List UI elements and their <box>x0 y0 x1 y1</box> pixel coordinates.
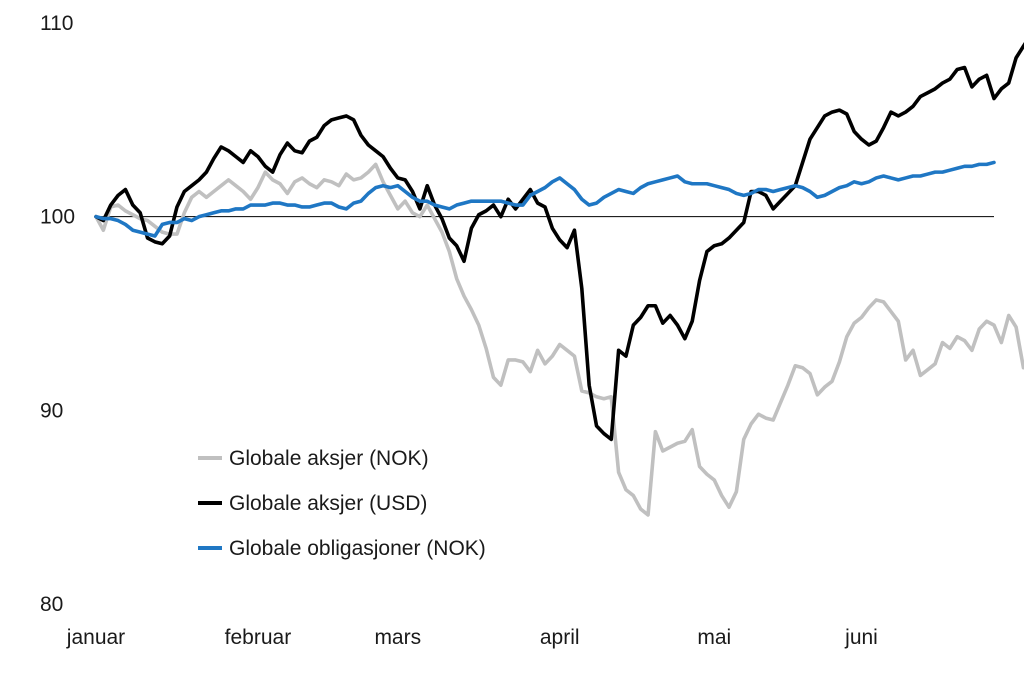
y-tick-label: 100 <box>40 206 75 229</box>
legend-label: Globale obligasjoner (NOK) <box>229 537 486 560</box>
series-line-3 <box>94 160 996 238</box>
series-layer <box>94 41 1024 517</box>
y-tick-label: 90 <box>40 399 63 422</box>
x-tick-label: januar <box>66 626 125 649</box>
x-tick-label: mars <box>374 626 421 649</box>
y-axis: 80 90 100 110 <box>40 12 75 616</box>
series-line-1 <box>94 162 1024 517</box>
legend: Globale aksjer (NOK) Globale aksjer (USD)… <box>198 447 486 560</box>
x-tick-label: februar <box>225 626 292 649</box>
x-axis: januar februar mars april mai juni <box>66 626 878 649</box>
y-tick-label: 80 <box>40 593 63 616</box>
x-tick-label: mai <box>697 626 731 649</box>
y-tick-label: 110 <box>40 12 73 35</box>
x-tick-label: april <box>540 626 580 649</box>
x-tick-label: juni <box>844 626 878 649</box>
legend-label: Globale aksjer (NOK) <box>229 447 429 470</box>
legend-label: Globale aksjer (USD) <box>229 492 427 515</box>
series-line-2 <box>94 41 1024 442</box>
